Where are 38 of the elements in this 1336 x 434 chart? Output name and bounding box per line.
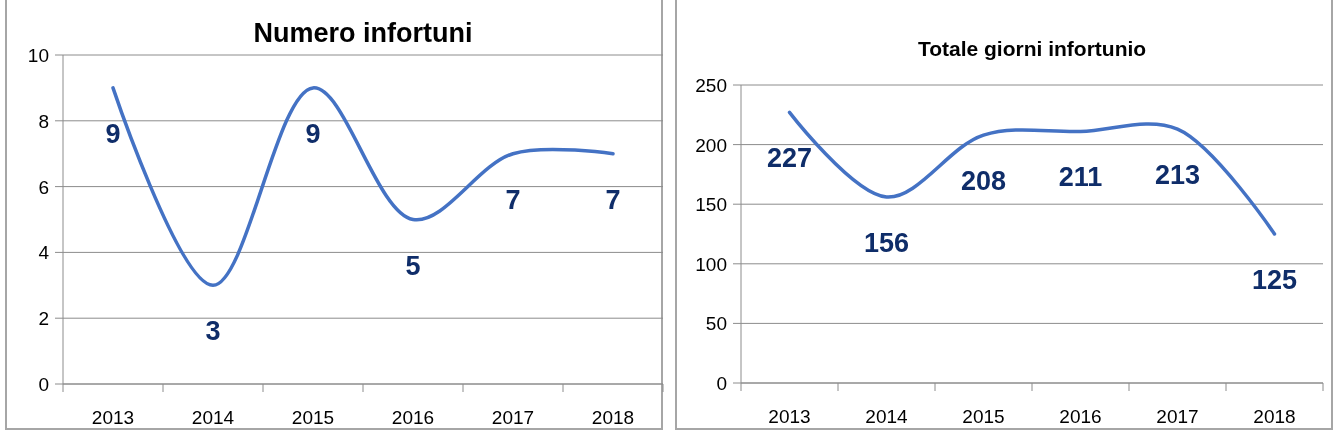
data-label: 9 xyxy=(105,118,121,149)
x-tick-label: 2014 xyxy=(865,406,909,427)
x-tick-label: 2016 xyxy=(391,407,435,428)
data-label: 9 xyxy=(305,118,321,149)
y-tick-label: 8 xyxy=(38,110,49,132)
data-label: 7 xyxy=(605,184,621,215)
y-tick-label: 10 xyxy=(27,45,49,66)
data-label: 7 xyxy=(505,184,521,215)
x-tick-label: 2015 xyxy=(291,407,335,428)
y-tick-label: 100 xyxy=(695,253,727,275)
x-tick-label: 2017 xyxy=(1156,406,1199,427)
y-tick-label: 250 xyxy=(695,75,727,96)
y-tick-label: 50 xyxy=(705,313,727,335)
y-tick-label: 4 xyxy=(38,242,50,264)
y-tick-label: 0 xyxy=(38,374,49,395)
chart-title: Numero infortuni xyxy=(253,18,473,48)
x-tick-label: 2013 xyxy=(91,407,135,428)
y-tick-label: 0 xyxy=(716,373,727,394)
data-label: 3 xyxy=(205,316,221,347)
data-label: 125 xyxy=(1251,265,1298,295)
x-tick-label: 2017 xyxy=(491,407,535,428)
x-tick-label: 2018 xyxy=(1253,406,1296,427)
chart-title: Totale giorni infortunio xyxy=(917,37,1147,60)
data-label: 5 xyxy=(405,250,421,281)
x-tick-label: 2015 xyxy=(962,406,1005,427)
x-tick-label: 2013 xyxy=(768,406,811,427)
x-tick-label: 2018 xyxy=(591,407,635,428)
y-tick-label: 150 xyxy=(695,194,727,216)
data-label: 156 xyxy=(863,228,910,259)
data-label: 208 xyxy=(960,166,1007,197)
y-tick-label: 6 xyxy=(38,176,49,198)
data-label: 211 xyxy=(1058,162,1103,193)
data-label: 227 xyxy=(766,143,813,174)
y-tick-label: 2 xyxy=(38,308,49,330)
x-tick-label: 2014 xyxy=(191,407,235,428)
data-label: 213 xyxy=(1154,160,1201,191)
y-tick-label: 200 xyxy=(695,134,727,156)
x-tick-label: 2016 xyxy=(1059,406,1102,427)
